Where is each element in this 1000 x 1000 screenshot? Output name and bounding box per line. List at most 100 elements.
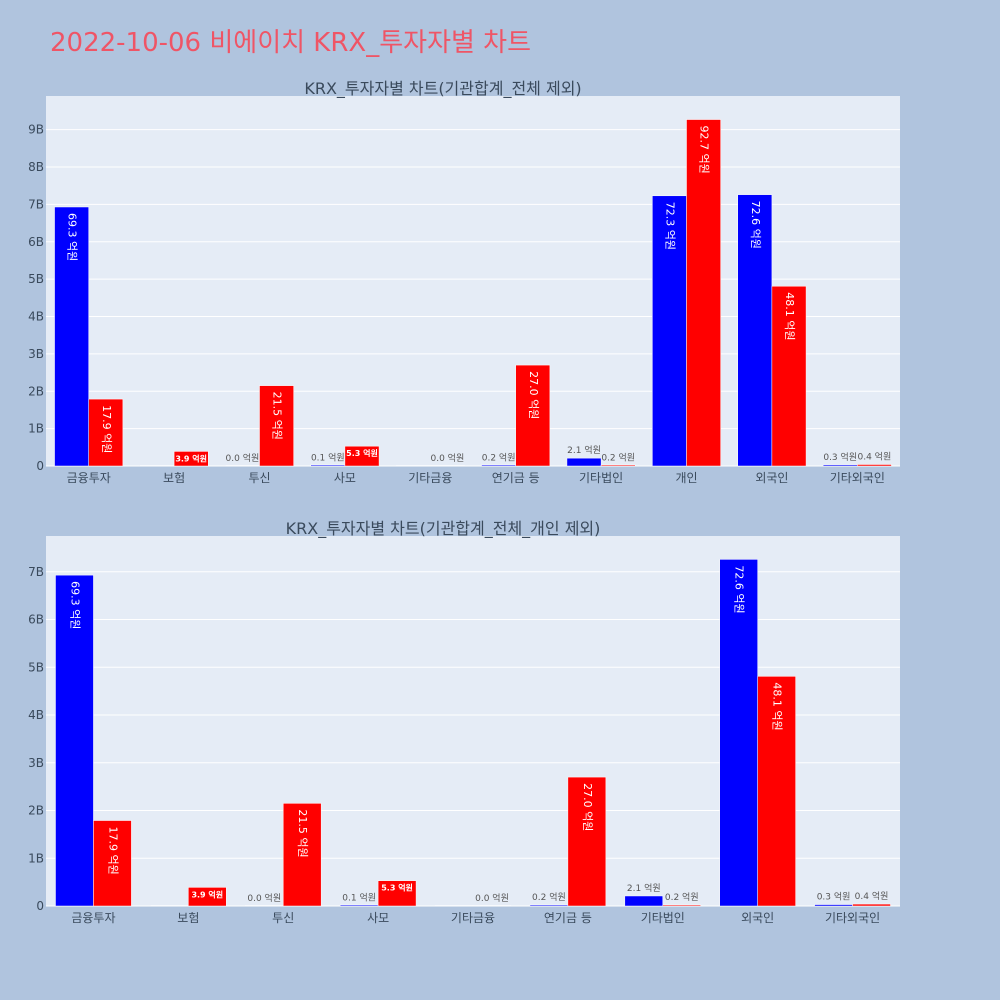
x-tick-label: 연기금 등 bbox=[544, 911, 592, 925]
chart-title: KRX_투자자별 차트(기관합계_전체 제외) bbox=[304, 79, 581, 99]
bar bbox=[150, 905, 189, 907]
bar-label: 69.3 억원 bbox=[68, 581, 81, 629]
x-tick-label: 외국인 bbox=[755, 471, 788, 485]
x-tick-label: 기타외국인 bbox=[830, 471, 885, 485]
x-tick-label: 투신 bbox=[248, 471, 270, 485]
y-tick-label: 7B bbox=[28, 565, 44, 579]
bar-label: 21.5 억원 bbox=[296, 809, 309, 857]
x-tick-label: 연기금 등 bbox=[492, 471, 540, 485]
bar-label: 27.0 억원 bbox=[581, 783, 594, 831]
bar bbox=[188, 887, 227, 907]
x-tick-label: 사모 bbox=[334, 471, 356, 485]
bar bbox=[771, 285, 807, 467]
y-tick-label: 5B bbox=[28, 272, 44, 286]
bar-label: 0.4 억원 bbox=[858, 451, 892, 463]
bar bbox=[814, 904, 853, 907]
bar bbox=[719, 559, 758, 907]
bar bbox=[662, 904, 701, 907]
bar-label: 0.1 억원 bbox=[342, 892, 376, 904]
bar bbox=[225, 465, 260, 467]
bar bbox=[652, 195, 687, 467]
y-tick-label: 1B bbox=[28, 422, 44, 436]
chart-title: KRX_투자자별 차트(기관합계_전체_개인 제외) bbox=[286, 519, 601, 539]
x-tick-label: 보험 bbox=[177, 911, 199, 925]
bar bbox=[624, 895, 664, 907]
x-tick-label: 기타금융 bbox=[408, 471, 452, 485]
bar-label: 48.1 억원 bbox=[783, 292, 796, 340]
bar-label: 0.4 억원 bbox=[855, 890, 889, 902]
bar bbox=[139, 465, 175, 467]
bar bbox=[434, 905, 474, 907]
bar-label: 0.0 억원 bbox=[475, 892, 509, 904]
page-title: 2022-10-06 비에이치 KRX_투자자별 차트 bbox=[50, 28, 532, 58]
y-tick-label: 0 bbox=[36, 899, 44, 913]
x-tick-label: 금융투자 bbox=[71, 911, 115, 925]
bar bbox=[93, 820, 132, 907]
bar-label: 21.5 억원 bbox=[271, 392, 284, 440]
bar bbox=[173, 451, 209, 467]
bar bbox=[822, 464, 858, 467]
chart-top: KRX_투자자별 차트(기관합계_전체 제외) 0 1B 2B 3B 4B 5B 6B 7B 8B… bbox=[28, 79, 900, 485]
bar bbox=[344, 445, 380, 467]
y-tick-label: 7B bbox=[28, 197, 44, 211]
chart-bottom: KRX_투자자별 차트(기관합계_전체_개인 제외) 0 1B 2B 3B 4B 5B 6B 7… bbox=[28, 519, 900, 925]
bar bbox=[55, 574, 94, 907]
bar-label: 48.1 억원 bbox=[771, 682, 784, 730]
y-tick-label: 4B bbox=[28, 310, 44, 324]
bar bbox=[566, 457, 602, 467]
bar-label: 92.7 억원 bbox=[698, 126, 711, 174]
bar-label: 2.1 억원 bbox=[567, 444, 601, 456]
bar bbox=[852, 903, 891, 907]
y-tick-label: 6B bbox=[28, 235, 44, 249]
bar bbox=[757, 676, 796, 907]
bar-label: 17.9 억원 bbox=[100, 405, 113, 453]
bar bbox=[259, 385, 294, 467]
bar-label: 72.6 억원 bbox=[749, 201, 762, 249]
bar-label: 3.9 억원 bbox=[191, 889, 223, 899]
bar bbox=[395, 465, 431, 467]
bar-label: 0.2 억원 bbox=[482, 451, 516, 463]
bar bbox=[600, 464, 636, 467]
bar bbox=[737, 194, 773, 467]
bar-label: 69.3 억원 bbox=[66, 213, 79, 261]
bar-label: 17.9 억원 bbox=[106, 827, 119, 875]
y-tick-label: 2B bbox=[28, 384, 44, 398]
x-tick-label: 기타외국인 bbox=[825, 911, 880, 925]
y-tick-label: 3B bbox=[28, 756, 44, 770]
y-tick-label: 0 bbox=[36, 459, 44, 473]
bar bbox=[857, 464, 892, 467]
y-tick-label: 4B bbox=[28, 708, 44, 722]
x-tick-label: 투신 bbox=[272, 911, 294, 925]
bar bbox=[54, 206, 89, 467]
bar-label: 0.2 억원 bbox=[665, 891, 699, 903]
bar bbox=[282, 803, 322, 907]
bar-label: 72.6 억원 bbox=[733, 565, 746, 613]
y-tick-label: 9B bbox=[28, 123, 44, 137]
bar-label: 0.0 억원 bbox=[247, 892, 281, 904]
bar bbox=[515, 364, 551, 467]
y-tick-label: 5B bbox=[28, 660, 44, 674]
y-tick-label: 3B bbox=[28, 347, 44, 361]
bar bbox=[245, 905, 284, 907]
x-tick-label: 기타법인 bbox=[579, 471, 623, 485]
bar-label: 0.0 억원 bbox=[226, 452, 260, 464]
bar-label: 2.1 억원 bbox=[627, 882, 661, 894]
x-tick-label: 금융투자 bbox=[67, 471, 111, 485]
x-tick-label: 개인 bbox=[675, 471, 697, 485]
bar-label: 0.2 억원 bbox=[532, 891, 566, 903]
bar-label: 3.9 억원 bbox=[175, 453, 207, 463]
bar bbox=[310, 464, 346, 467]
x-tick-label: 사모 bbox=[367, 911, 389, 925]
bar-label: 0.1 억원 bbox=[311, 452, 345, 464]
bar bbox=[472, 905, 512, 907]
bar bbox=[339, 904, 379, 907]
x-tick-label: 기타금융 bbox=[451, 911, 495, 925]
bar-label: 0.2 억원 bbox=[601, 451, 635, 463]
bar-label: 0.0 억원 bbox=[431, 452, 465, 464]
x-tick-label: 보험 bbox=[163, 471, 185, 485]
bar bbox=[430, 465, 465, 467]
bar-label: 27.0 억원 bbox=[527, 371, 540, 419]
bar-label: 5.3 억원 bbox=[381, 883, 413, 893]
y-tick-label: 6B bbox=[28, 613, 44, 627]
bar-label: 0.3 억원 bbox=[823, 451, 857, 463]
